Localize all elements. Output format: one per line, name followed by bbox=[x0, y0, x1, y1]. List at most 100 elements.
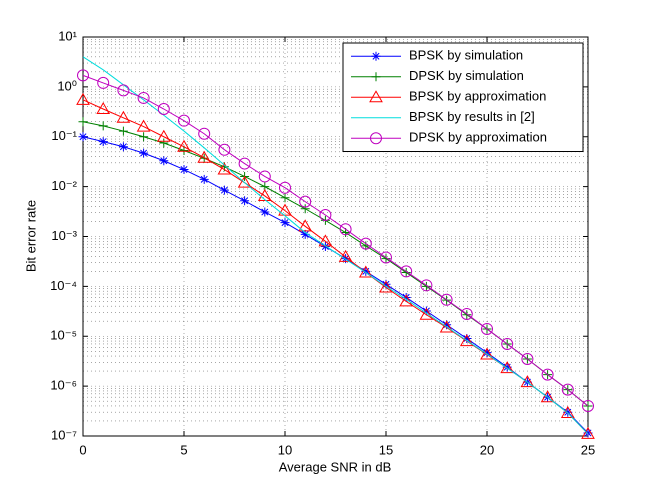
marker bbox=[78, 117, 88, 127]
marker bbox=[501, 337, 514, 350]
marker bbox=[197, 150, 212, 163]
y-tick-label: 10⁰ bbox=[57, 78, 77, 93]
series-line bbox=[82, 56, 589, 435]
marker bbox=[257, 188, 272, 201]
marker bbox=[240, 196, 250, 206]
y-tick-label: 10⁻² bbox=[51, 178, 77, 193]
marker bbox=[97, 76, 110, 89]
y-tick-label: 10⁻³ bbox=[51, 228, 77, 243]
marker bbox=[561, 383, 574, 396]
marker bbox=[118, 126, 128, 136]
marker bbox=[298, 219, 313, 232]
marker bbox=[419, 307, 434, 320]
marker bbox=[371, 72, 381, 82]
legend-label: BPSK by approximation bbox=[409, 89, 546, 104]
y-tick-label: 10⁻⁷ bbox=[51, 427, 77, 442]
marker bbox=[338, 249, 353, 262]
marker bbox=[381, 254, 391, 264]
marker bbox=[137, 91, 150, 104]
marker bbox=[420, 279, 433, 292]
marker bbox=[581, 426, 595, 439]
marker bbox=[541, 368, 554, 381]
marker bbox=[370, 132, 382, 145]
marker bbox=[300, 204, 310, 214]
marker bbox=[179, 165, 189, 175]
marker bbox=[199, 174, 209, 184]
legend-label: BPSK by simulation bbox=[409, 48, 523, 63]
marker bbox=[401, 267, 411, 277]
marker bbox=[500, 361, 515, 374]
x-tick-label: 10 bbox=[278, 442, 292, 457]
marker bbox=[157, 103, 170, 116]
legend-label: BPSK by results in [2] bbox=[409, 109, 535, 124]
marker bbox=[238, 157, 251, 170]
marker bbox=[156, 129, 171, 142]
marker bbox=[421, 306, 431, 316]
x-axis-label: Average SNR in dB bbox=[279, 459, 392, 474]
marker bbox=[460, 307, 473, 320]
marker bbox=[299, 195, 312, 208]
marker bbox=[482, 348, 492, 358]
y-tick-label: 10⁻⁵ bbox=[50, 328, 77, 343]
marker bbox=[462, 310, 472, 320]
marker bbox=[217, 162, 232, 175]
marker bbox=[339, 223, 352, 236]
marker bbox=[279, 181, 291, 194]
series-line bbox=[82, 74, 589, 407]
marker bbox=[583, 428, 593, 438]
marker bbox=[319, 208, 332, 221]
marker bbox=[380, 251, 392, 264]
marker bbox=[96, 101, 111, 115]
marker bbox=[358, 265, 373, 278]
marker bbox=[258, 170, 271, 183]
marker bbox=[198, 127, 211, 140]
marker bbox=[118, 142, 128, 152]
marker bbox=[439, 320, 454, 333]
marker bbox=[278, 203, 292, 216]
marker bbox=[369, 90, 383, 103]
marker bbox=[159, 138, 169, 148]
marker bbox=[480, 347, 494, 360]
marker bbox=[582, 399, 594, 412]
marker bbox=[341, 254, 351, 264]
marker bbox=[139, 132, 149, 142]
marker bbox=[379, 280, 393, 293]
y-tick-label: 10⁻¹ bbox=[51, 128, 77, 143]
legend-label: DPSK by approximation bbox=[409, 130, 547, 145]
x-tick-label: 0 bbox=[79, 442, 86, 457]
marker bbox=[440, 293, 453, 306]
marker bbox=[520, 375, 535, 388]
marker bbox=[117, 84, 130, 97]
marker bbox=[502, 362, 512, 372]
x-tick-label: 5 bbox=[180, 442, 187, 457]
marker bbox=[219, 185, 229, 195]
marker bbox=[260, 207, 270, 217]
marker bbox=[77, 69, 89, 82]
marker bbox=[371, 51, 381, 61]
marker bbox=[462, 334, 472, 344]
marker bbox=[540, 390, 555, 403]
marker bbox=[177, 139, 191, 152]
marker bbox=[218, 143, 231, 156]
marker bbox=[481, 322, 493, 335]
marker bbox=[116, 110, 131, 123]
marker bbox=[381, 279, 391, 289]
x-tick-label: 15 bbox=[379, 442, 393, 457]
marker bbox=[98, 137, 108, 147]
marker bbox=[136, 119, 151, 132]
marker bbox=[76, 92, 90, 105]
marker bbox=[280, 218, 290, 228]
x-tick-label: 20 bbox=[480, 442, 494, 457]
plot-frame bbox=[82, 36, 589, 437]
marker bbox=[237, 175, 252, 188]
marker bbox=[159, 156, 169, 166]
x-tick-label: 25 bbox=[581, 442, 595, 457]
marker bbox=[563, 407, 573, 417]
marker bbox=[421, 281, 431, 291]
marker bbox=[401, 292, 411, 302]
marker bbox=[400, 265, 413, 278]
marker bbox=[442, 320, 452, 330]
marker bbox=[399, 294, 414, 307]
marker bbox=[560, 405, 575, 418]
